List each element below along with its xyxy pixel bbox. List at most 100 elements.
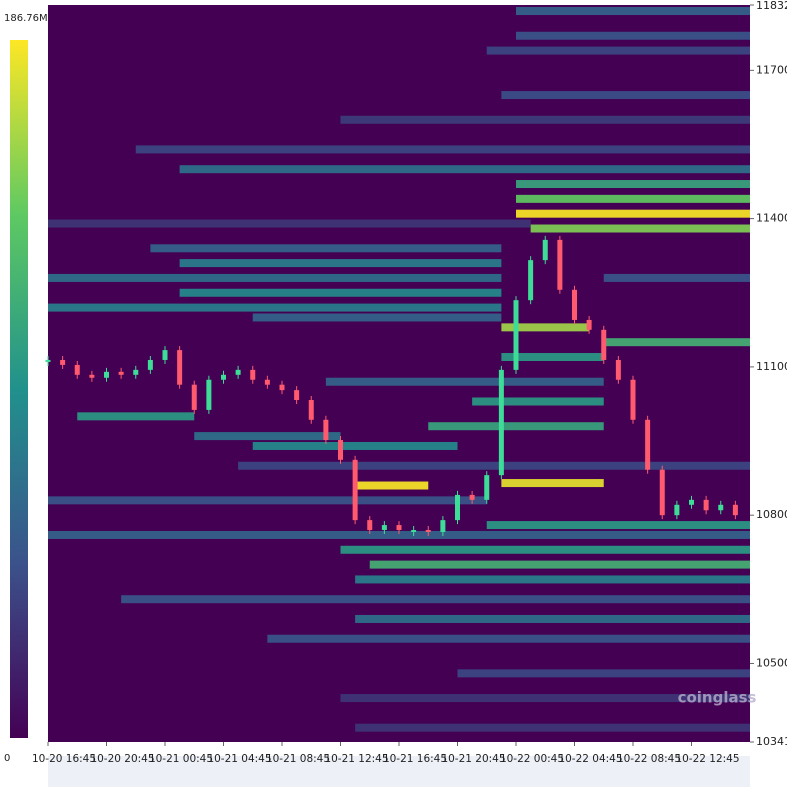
x-tick-label: 10-20 20:45 bbox=[90, 753, 154, 765]
candle bbox=[235, 369, 241, 375]
liquidation-band bbox=[516, 180, 750, 189]
liquidation-band bbox=[486, 46, 750, 55]
liquidation-band bbox=[48, 530, 750, 539]
colorbar-label: 0 bbox=[4, 753, 10, 764]
candle bbox=[411, 530, 417, 533]
candle bbox=[440, 520, 446, 532]
candle bbox=[469, 494, 475, 500]
candle bbox=[206, 379, 212, 410]
candle bbox=[147, 359, 153, 370]
candle bbox=[162, 350, 168, 360]
candle bbox=[74, 364, 80, 375]
y-tick-label: 114000 bbox=[756, 212, 787, 225]
liquidation-band bbox=[194, 432, 341, 441]
liquidation-band bbox=[340, 115, 750, 124]
x-tick-label: 10-21 08:45 bbox=[266, 753, 330, 765]
x-tick-label: 10-21 04:45 bbox=[207, 753, 271, 765]
liquidation-band bbox=[355, 614, 750, 623]
liquidation-band bbox=[516, 209, 750, 218]
x-tick-label: 10-21 20:45 bbox=[441, 753, 505, 765]
liquidation-band bbox=[603, 338, 750, 347]
candle bbox=[674, 504, 680, 516]
liquidation-band bbox=[179, 288, 502, 297]
candle bbox=[221, 374, 226, 380]
liquidation-band bbox=[355, 481, 429, 490]
candle bbox=[557, 239, 563, 290]
y-tick-label: 105000 bbox=[756, 656, 787, 669]
candle bbox=[396, 525, 402, 531]
candle bbox=[645, 419, 651, 470]
liquidation-band bbox=[267, 634, 750, 643]
watermark: coinglass bbox=[678, 689, 757, 707]
candle bbox=[528, 260, 534, 301]
y-tick-label: 118322 bbox=[756, 0, 787, 12]
liquidation-band bbox=[135, 145, 750, 154]
y-tick-label: 108000 bbox=[756, 508, 787, 521]
liquidation-band bbox=[516, 194, 750, 203]
candle bbox=[89, 374, 95, 378]
candle bbox=[60, 359, 66, 365]
liquidation-band bbox=[340, 694, 750, 703]
x-tick-label: 10-22 00:45 bbox=[500, 753, 564, 765]
liquidation-band bbox=[150, 244, 502, 253]
liquidation-band bbox=[516, 7, 750, 16]
candle bbox=[718, 504, 724, 511]
candle bbox=[484, 475, 490, 500]
candle bbox=[367, 520, 373, 531]
candle bbox=[191, 384, 197, 410]
candle bbox=[133, 369, 139, 375]
liquidation-band bbox=[457, 669, 750, 678]
candle bbox=[118, 371, 124, 375]
liquidation-band bbox=[501, 479, 604, 488]
liquidation-band bbox=[48, 496, 487, 505]
liquidation-band bbox=[252, 441, 458, 450]
candle bbox=[279, 384, 285, 391]
candle bbox=[601, 329, 607, 360]
candle bbox=[323, 419, 329, 441]
candle bbox=[703, 499, 709, 511]
plot-background bbox=[48, 5, 750, 742]
candle bbox=[513, 300, 519, 370]
candle bbox=[352, 459, 358, 521]
candle bbox=[659, 469, 665, 516]
x-tick-label: 10-21 16:45 bbox=[383, 753, 447, 765]
liquidation-band bbox=[179, 259, 502, 268]
range-slider[interactable] bbox=[48, 756, 750, 787]
candle bbox=[45, 359, 51, 362]
liquidation-band bbox=[369, 560, 750, 569]
liquidation-band bbox=[325, 377, 604, 386]
candle bbox=[381, 525, 387, 531]
x-tick-label: 10-20 16:45 bbox=[32, 753, 96, 765]
candle bbox=[294, 390, 300, 401]
x-tick-label: 10-22 08:45 bbox=[617, 753, 681, 765]
liquidation-band bbox=[516, 31, 750, 40]
candle bbox=[689, 499, 694, 505]
candle bbox=[630, 379, 636, 420]
colorbar-label: 186.76M bbox=[4, 13, 48, 24]
liquidation-band bbox=[340, 545, 750, 554]
x-tick-label: 10-22 04:45 bbox=[558, 753, 622, 765]
liquidation-band bbox=[179, 165, 750, 174]
liquidation-band bbox=[77, 412, 195, 421]
candle bbox=[104, 371, 109, 378]
liquidation-band bbox=[355, 723, 750, 732]
y-tick-label: 103411 bbox=[756, 735, 787, 748]
liquidation-band bbox=[48, 273, 502, 282]
candle bbox=[498, 369, 504, 476]
y-tick-label: 117000 bbox=[756, 63, 787, 76]
candle bbox=[732, 504, 738, 516]
candle bbox=[586, 319, 592, 330]
candle bbox=[338, 440, 343, 460]
candle bbox=[250, 369, 256, 380]
candle bbox=[308, 400, 314, 420]
x-tick-label: 10-22 12:45 bbox=[675, 753, 739, 765]
candle bbox=[615, 359, 621, 380]
liquidation-band bbox=[501, 323, 590, 332]
liquidation-band bbox=[486, 521, 750, 530]
liquidation-band bbox=[48, 303, 502, 312]
colorbar bbox=[10, 40, 28, 738]
liquidation-band bbox=[48, 219, 531, 228]
candle bbox=[542, 239, 548, 261]
y-tick-label: 111000 bbox=[756, 360, 787, 373]
liquidation-band bbox=[121, 595, 750, 604]
